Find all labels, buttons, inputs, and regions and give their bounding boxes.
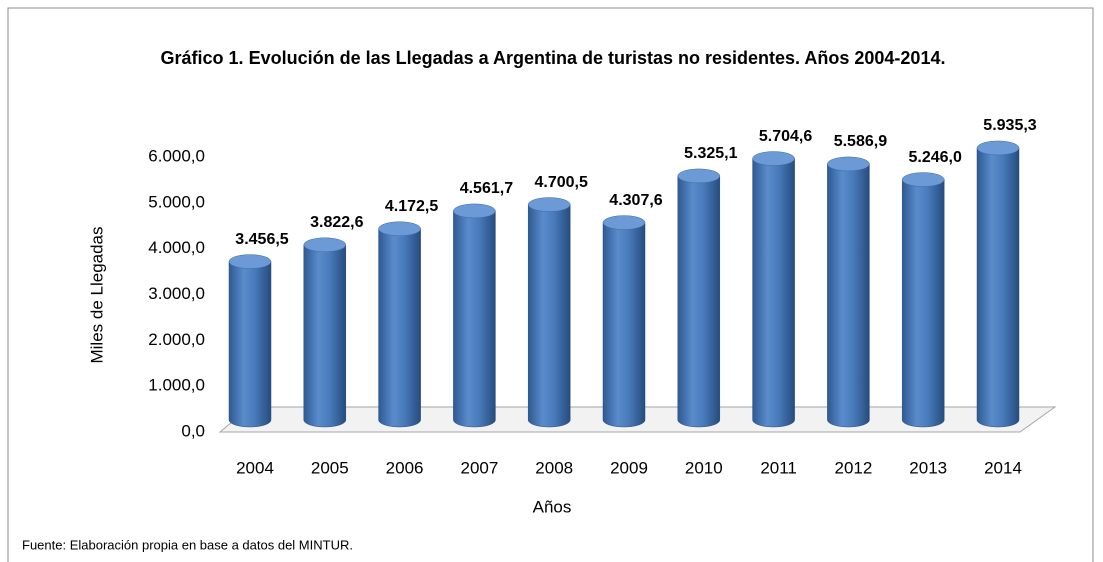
y-tick-label: 6.000,0 [148,146,205,165]
y-tick-label: 3.000,0 [148,284,205,303]
data-label: 3.822,6 [310,214,363,231]
cylinder [677,175,721,428]
cylinder [453,210,496,428]
x-tick-label: 2004 [236,458,274,477]
cylinder-top [827,156,870,172]
data-label: 3.456,5 [235,231,288,248]
chart-title: Gráfico 1. Evolución de las Llegadas a A… [160,48,946,68]
data-label: 5.325,1 [684,145,737,162]
cylinder-top [303,237,347,253]
cylinder [827,163,870,428]
x-tick-label: 2014 [984,458,1022,477]
cylinder-top [976,140,1020,156]
cylinder [752,158,795,428]
x-tick-label: 2008 [535,458,573,477]
x-tick-label: 2013 [909,458,947,477]
y-tick-label: 2.000,0 [148,330,205,349]
data-label: 5.935,3 [983,117,1036,134]
cylinder-top [901,172,945,187]
x-tick-label: 2011 [760,458,797,477]
cylinder [901,179,945,428]
y-axis-label: Miles de Llegadas [87,226,106,363]
cylinder [602,222,646,428]
cylinder [527,204,571,428]
cylinder [228,261,272,428]
cylinder-top [677,168,721,184]
x-axis-label: Años [533,497,572,516]
data-label: 5.704,6 [759,128,812,145]
x-tick-label: 2006 [386,458,424,477]
x-tick-label: 2012 [834,458,872,477]
cylinder [303,244,347,428]
data-label: 5.586,9 [834,133,887,150]
cylinder-top [752,151,795,166]
y-tick-label: 5.000,0 [148,192,205,211]
cylinder-top [602,215,646,230]
y-tick-label: 1.000,0 [148,376,205,395]
x-tick-label: 2007 [460,458,498,477]
data-label: 5.246,0 [909,149,962,166]
cylinder [378,228,421,428]
cylinder-top [228,254,272,269]
data-label: 4.561,7 [460,180,513,197]
data-label: 4.172,5 [385,198,438,215]
cylinder-top [378,221,421,237]
data-label: 4.307,6 [609,192,662,209]
source-note: Fuente: Elaboración propia en base a dat… [22,537,353,552]
chart-border [7,7,1094,562]
y-tick-label: 0,0 [181,421,205,440]
x-tick-label: 2009 [610,458,648,477]
cylinder-top [453,203,496,219]
x-tick-label: 2005 [311,458,349,477]
y-tick-label: 4.000,0 [148,238,205,257]
data-label: 4.700,5 [535,174,588,191]
x-tick-label: 2010 [685,458,723,477]
cylinder [976,147,1020,428]
cylinder-top [527,197,571,212]
